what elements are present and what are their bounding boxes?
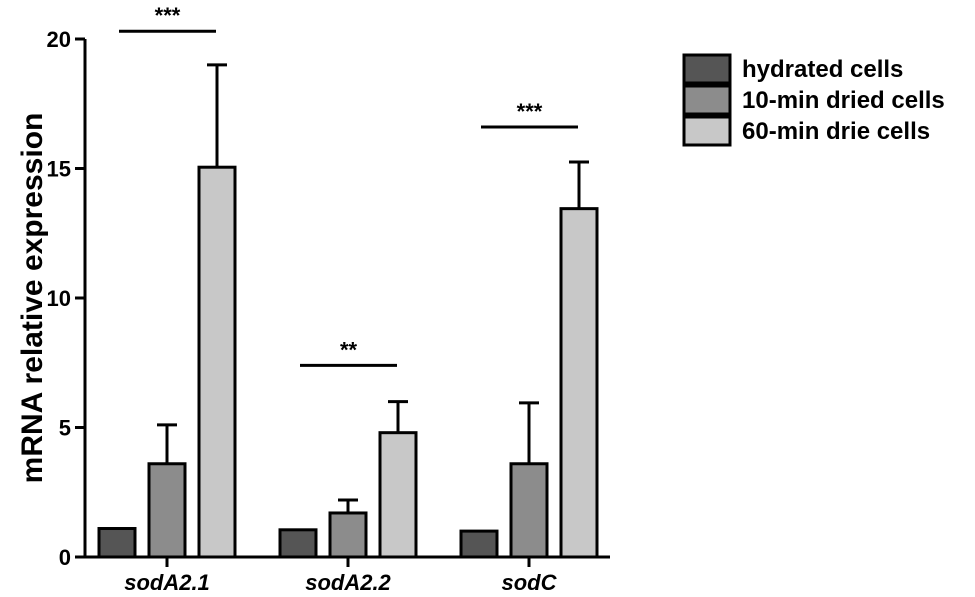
bar-sodC-1 — [509, 462, 549, 559]
legend-swatch — [682, 115, 732, 147]
y-axis: 0 5 10 15 20 — [47, 27, 87, 570]
x-axis: sodA2.1 sodA2.2 sodC — [85, 555, 610, 595]
bar-sodA2-2-2 — [378, 431, 418, 559]
y-tick-label: 5 — [59, 416, 71, 441]
legend-label: hydrated cells — [742, 56, 903, 83]
legend-swatch — [682, 84, 732, 116]
y-tick-label: 0 — [59, 545, 71, 570]
y-tick-label: 15 — [47, 157, 71, 182]
significance-markers: ******** — [119, 3, 578, 367]
bar-sodA2-2-0 — [278, 528, 318, 559]
significance-label: *** — [517, 99, 543, 124]
legend-label: 60-min drie cells — [742, 118, 930, 145]
bar-sodC-2 — [559, 207, 599, 559]
legend-swatch — [682, 53, 732, 85]
bar-sodA2-1-2 — [197, 165, 237, 559]
bar-sodA2-2-1 — [328, 511, 368, 559]
y-axis-label: mRNA relative expression — [16, 113, 49, 484]
y-tick-label: 20 — [47, 27, 71, 52]
category-label: sodA2.1 — [124, 570, 210, 595]
bar-sodC-0 — [459, 529, 499, 559]
legend-label: 10-min dried cells — [742, 87, 945, 114]
significance-label: *** — [155, 3, 181, 28]
category-label: sodC — [502, 570, 558, 595]
bars — [97, 165, 599, 559]
bar-sodA2-1-1 — [147, 462, 187, 559]
category-label: sodA2.2 — [305, 570, 391, 595]
legend: hydrated cells 10-min dried cells 60-min d… — [682, 53, 945, 147]
error-bars — [157, 63, 589, 513]
y-tick-label: 10 — [47, 286, 71, 311]
significance-label: ** — [340, 337, 358, 362]
bar-sodA2-1-0 — [97, 527, 137, 559]
